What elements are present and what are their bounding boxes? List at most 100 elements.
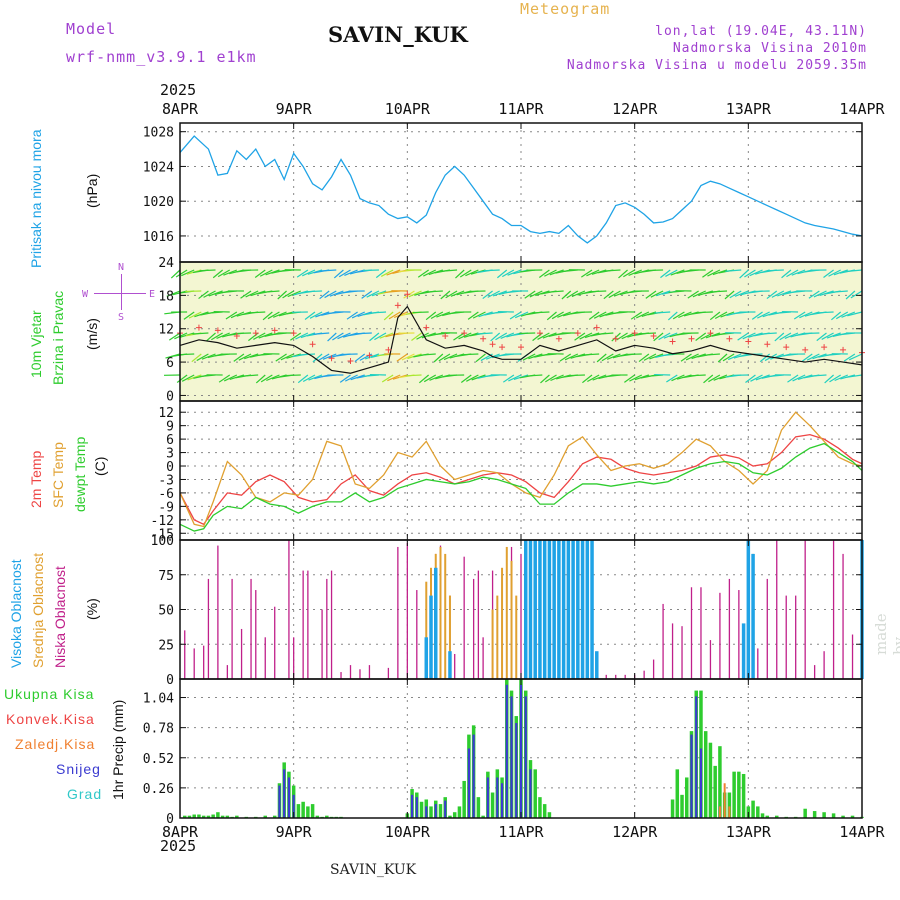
wind-arrow [713,374,728,381]
precipitation-ytick-label: 0.26 [143,782,174,797]
wind-panel-background [180,262,862,401]
precipitation-bar [216,812,220,818]
precipitation-ytick-label: 0.78 [143,722,174,737]
wind-ytick-label: 18 [158,289,174,304]
cloud-bar [264,637,266,679]
precipitation-bar [812,811,817,818]
wind-arrow [810,374,827,377]
cloud-bar [851,634,854,679]
wind-arrow [744,269,756,278]
cloud-bar [542,540,547,679]
wind-gust-marker [499,344,506,351]
precipitation-bar [765,815,770,818]
wind-ytick-label: 24 [158,256,174,271]
wind-arrow [433,353,444,363]
cloud-bar [307,570,309,679]
cloud-bar [293,637,295,679]
wind-arrow [645,290,657,299]
wind-arrow [801,353,813,362]
cloud-bar [448,651,452,679]
cloud-bar [662,603,664,679]
precipitation-bar [315,815,320,818]
wind-arrow [198,290,209,300]
wind-arrow [571,290,586,298]
wind-arrow [599,311,614,318]
precipitation-bar [415,797,418,818]
pressure-ytick-label: 1028 [143,126,174,141]
wind-arrow [319,290,330,300]
precipitation-bar [306,806,310,818]
wind-arrow [666,374,678,383]
wind-arrow [206,332,216,342]
wind-arrow [248,332,259,342]
temperature-ytick-label: 12 [158,406,174,421]
cloud-bar [681,626,683,679]
cloud-bar [250,578,252,679]
cloud-bar [496,595,499,679]
wind-arrow [462,353,479,356]
wind-arrow [240,290,252,299]
wind-arrow [660,269,671,279]
wind-arrow [426,290,443,293]
wind-arrow [483,269,500,272]
wind-arrow [579,332,593,340]
wind-arrow [346,311,358,320]
wind-arrow [423,374,437,383]
wind-arrow [487,290,500,298]
wind-ytick-label: 12 [158,323,174,338]
model-label: Model [66,20,117,38]
precipitation-bar [481,815,485,818]
cloud-bar [643,670,645,679]
cloud-bar [397,546,399,679]
wind-arrow [263,290,280,293]
wind-arrow [308,374,323,381]
wind-arrow [514,311,529,319]
compass-e: E [149,289,156,300]
precipitation-bar [425,806,428,818]
precipitation-bar [296,804,301,818]
wind-arrow [242,374,259,377]
wind-speed-line [179,305,863,374]
wind-arrow [181,374,195,382]
wind-arrow [767,269,784,272]
wind-arrow [841,311,856,318]
wind-arrow [739,269,749,279]
cloud-bar [823,651,825,679]
wind-arrow [766,290,778,300]
wind-arrow [455,269,465,279]
wind-arrow [337,332,351,340]
precipitation-bar [841,815,845,818]
wind-arrow [760,332,777,335]
wind-arrow [304,311,316,320]
wind-gust-marker [574,330,581,337]
wind-arrow [597,332,614,335]
date-label-top: 13APR [726,100,772,118]
cloud-bar [571,540,575,679]
wind-arrow [786,269,799,278]
cloud-ytick-label: 0 [166,673,174,688]
wind-arrow [604,269,621,272]
cloud-bar [842,553,844,679]
cloud-bar [757,648,759,679]
cloud-bar [454,653,456,679]
wind-arrow [831,290,848,293]
cloud-bar [580,540,585,679]
wind-arrow [757,311,770,319]
wind-arrow [687,290,699,299]
wind-arrow [770,353,785,360]
wind-arrow [708,374,721,383]
wind-arrow [727,353,742,361]
precipitation-bar [703,731,708,818]
wind-arrow [588,311,600,320]
precipitation-bar [206,815,211,818]
wind-arrow [312,353,323,363]
wind-arrow [680,353,692,362]
cloud-bar [463,556,465,679]
wind-arrow [327,332,337,342]
wind-arrow [672,311,685,320]
temperature-series-line [179,433,863,526]
wind-arrow [429,374,444,381]
wind-arrow [826,332,841,339]
precipitation-bar [718,746,722,818]
cloud-bar [547,540,552,679]
